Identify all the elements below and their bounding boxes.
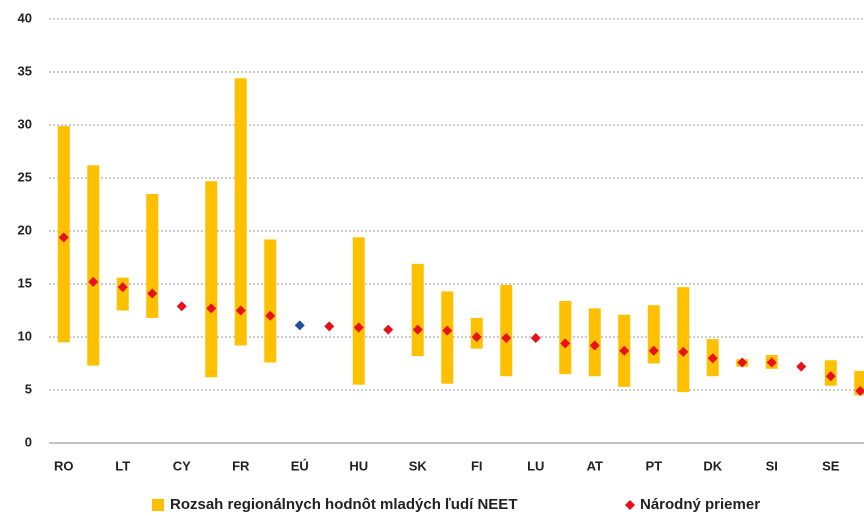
x-tick-label: AT — [587, 458, 603, 473]
range-bar — [146, 193, 159, 318]
legend-marker — [625, 500, 635, 510]
range-bar — [352, 237, 365, 385]
y-tick-label: 25 — [18, 169, 32, 184]
y-tick-label: 30 — [18, 116, 32, 131]
marker — [619, 345, 630, 356]
marker — [442, 325, 453, 336]
marker — [471, 332, 482, 342]
marker — [383, 324, 394, 335]
x-tick-label: PT — [645, 458, 662, 473]
range-bar — [205, 181, 218, 378]
x-tick-label: LU — [527, 458, 544, 473]
x-tick-label: SK — [409, 458, 428, 473]
x-tick-label: HU — [349, 458, 368, 473]
marker — [530, 333, 541, 344]
y-tick-label: 15 — [18, 275, 32, 290]
marker — [825, 371, 836, 382]
range-bar — [441, 291, 454, 384]
range-bar — [264, 239, 277, 363]
x-tick-label: CY — [173, 458, 191, 473]
marker — [766, 357, 777, 368]
range-bar — [500, 285, 513, 377]
range-bar — [411, 263, 424, 357]
marker — [737, 357, 748, 368]
x-tick-label: SE — [822, 458, 840, 473]
y-tick-label: 0 — [25, 434, 32, 449]
x-tick-label: SI — [766, 458, 778, 473]
y-tick-label: 35 — [18, 63, 32, 78]
marker — [176, 301, 187, 312]
y-tick-label: 5 — [25, 381, 32, 396]
marker — [589, 340, 600, 351]
marker — [117, 282, 128, 293]
legend-label: Národný priemer — [640, 496, 760, 513]
legend-label: Rozsah regionálnych hodnôt mladých ľudí … — [170, 496, 517, 513]
marker — [678, 346, 689, 357]
marker — [707, 353, 718, 364]
marker — [324, 321, 335, 332]
y-tick-label: 40 — [18, 10, 32, 25]
marker — [855, 386, 864, 397]
marker — [796, 361, 807, 372]
marker — [147, 288, 158, 299]
marker — [265, 310, 276, 321]
x-tick-label: LT — [115, 458, 130, 473]
marker — [206, 303, 217, 314]
marker — [88, 276, 99, 287]
x-tick-label: EÚ — [291, 458, 309, 473]
x-tick-label: FI — [471, 458, 483, 473]
marker — [560, 338, 571, 349]
x-tick-label: RO — [54, 458, 74, 473]
x-tick-label: DK — [703, 458, 722, 473]
marker — [235, 305, 246, 316]
range-bar — [677, 287, 690, 393]
marker — [501, 333, 512, 344]
range-bar — [87, 165, 100, 366]
y-tick-label: 20 — [18, 222, 32, 237]
range-bar — [854, 370, 864, 396]
marker — [58, 232, 69, 243]
marker — [412, 324, 423, 335]
range-bar — [559, 300, 572, 375]
range-bar — [234, 78, 247, 346]
marker — [353, 322, 364, 333]
marker — [294, 320, 305, 331]
legend-swatch — [152, 499, 164, 511]
marker — [648, 345, 659, 356]
x-tick-label: FR — [232, 458, 250, 473]
y-tick-label: 10 — [18, 328, 32, 343]
